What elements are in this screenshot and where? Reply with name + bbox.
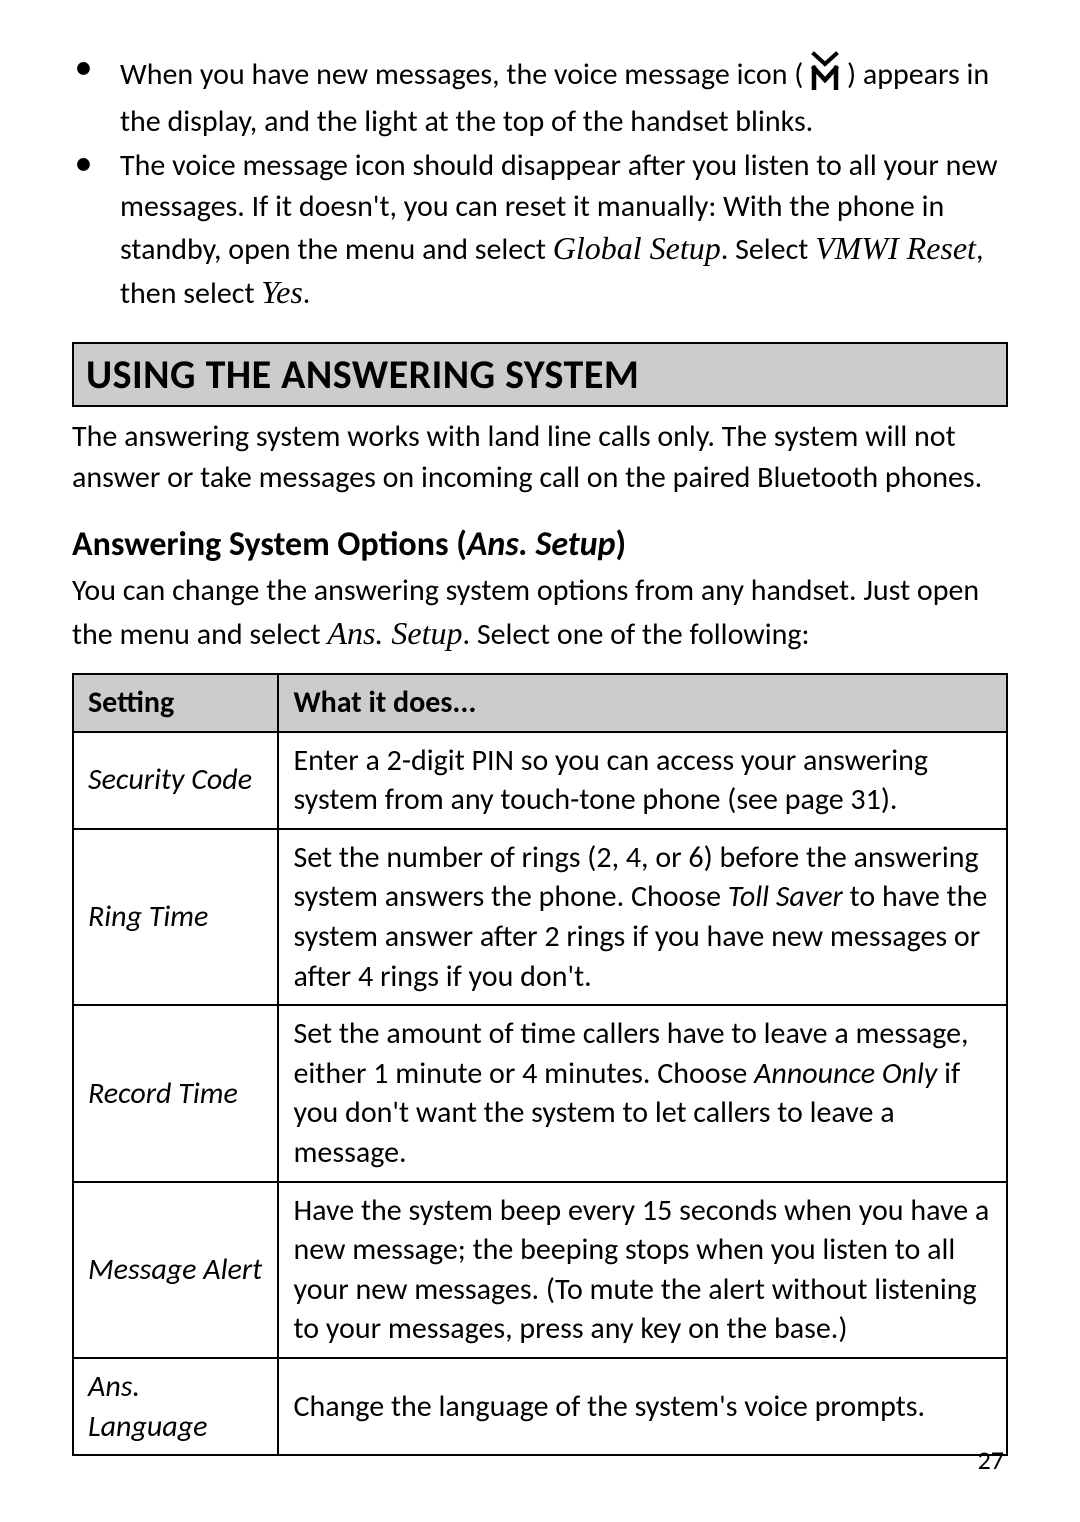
page-number: 27 xyxy=(978,1444,1004,1476)
subheading-plain: Answering System Options ( xyxy=(72,524,467,565)
table-row: Ans. Language Change the language of the … xyxy=(73,1358,1007,1455)
table-row: Ring TimeSet the number of rings (2, 4, … xyxy=(73,829,1007,1005)
voice-message-icon xyxy=(810,50,840,102)
list-item: The voice message icon should disappear … xyxy=(120,146,1008,314)
subsection-heading: Answering System Options (Ans. Setup) xyxy=(72,524,1008,565)
setting-name-cell: Message Alert xyxy=(73,1182,278,1358)
setting-desc-cell: Change the language of the system's voic… xyxy=(278,1358,1007,1455)
setting-name-cell: Security Code xyxy=(73,732,278,829)
setting-name-cell: Ans. Language xyxy=(73,1358,278,1455)
bullet-list: When you have new messages, the voice me… xyxy=(72,50,1008,314)
emphasis-term: Toll Saver xyxy=(728,878,843,915)
setting-desc-cell: Set the amount of time callers have to l… xyxy=(278,1005,1007,1181)
subheading-em: Ans. Setup xyxy=(467,524,616,565)
table-header-row: Setting What it does... xyxy=(73,674,1007,732)
setting-desc-cell: Enter a 2-digit PIN so you can access yo… xyxy=(278,732,1007,829)
menu-term: Yes xyxy=(261,274,303,310)
bullet-text-mid: . Select xyxy=(721,231,815,268)
subintro-post: . Select one of the following: xyxy=(462,616,809,653)
table-header-desc: What it does... xyxy=(278,674,1007,732)
emphasis-term: Announce Only xyxy=(754,1055,937,1092)
menu-term: VMWI Reset xyxy=(815,230,976,266)
desc-text: Have the system beep every 15 seconds wh… xyxy=(293,1192,989,1348)
subheading-close: ) xyxy=(615,524,626,565)
setting-desc-cell: Have the system beep every 15 seconds wh… xyxy=(278,1182,1007,1358)
section-heading: USING THE ANSWERING SYSTEM xyxy=(72,342,1008,407)
setting-name-cell: Ring Time xyxy=(73,829,278,1005)
table-row: Security CodeEnter a 2-digit PIN so you … xyxy=(73,732,1007,829)
table-row: Message AlertHave the system beep every … xyxy=(73,1182,1007,1358)
settings-table: Setting What it does... Security CodeEnt… xyxy=(72,673,1008,1456)
bullet-text-pre: When you have new messages, the voice me… xyxy=(120,56,810,93)
list-item: When you have new messages, the voice me… xyxy=(120,50,1008,142)
setting-name-cell: Record Time xyxy=(73,1005,278,1181)
manual-page: When you have new messages, the voice me… xyxy=(0,0,1080,1522)
table-row: Record TimeSet the amount of time caller… xyxy=(73,1005,1007,1181)
desc-text: Change the language of the system's voic… xyxy=(293,1388,925,1425)
table-header-setting: Setting xyxy=(73,674,278,732)
menu-term: Ans. Setup xyxy=(327,615,462,651)
bullet-text-post: . xyxy=(303,275,311,312)
sub-intro-paragraph: You can change the answering system opti… xyxy=(72,571,1008,655)
intro-paragraph: The answering system works with land lin… xyxy=(72,417,1008,498)
menu-term: Global Setup xyxy=(553,230,721,266)
setting-desc-cell: Set the number of rings (2, 4, or 6) bef… xyxy=(278,829,1007,1005)
desc-text: Enter a 2-digit PIN so you can access yo… xyxy=(293,742,928,819)
